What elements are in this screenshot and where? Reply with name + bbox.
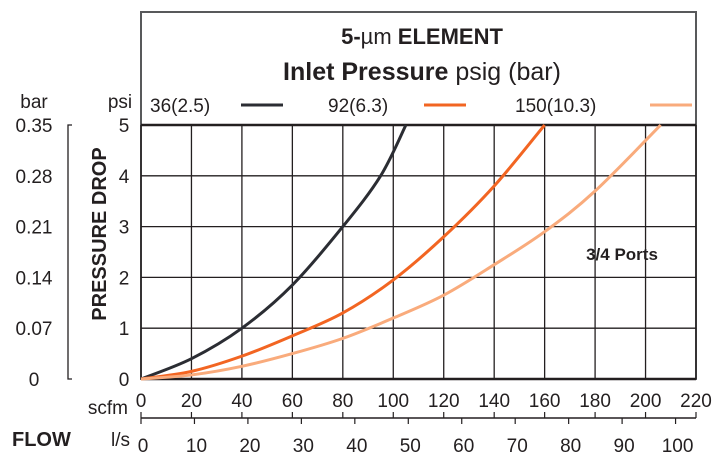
grid <box>140 123 697 381</box>
chart-title: 5-µm ELEMENT <box>341 24 503 49</box>
x-tick-label: 220 <box>680 391 712 412</box>
y-unit-label: psi <box>108 92 132 113</box>
y-axis-label: PRESSURE DROP <box>89 147 111 320</box>
x-tick-label: 140 <box>478 391 510 412</box>
y2-axis-bracket <box>67 124 72 380</box>
y2-tick-label: 0.07 <box>16 319 53 340</box>
legend: 36(2.5) 92(6.3) 150(10.3) <box>150 96 692 117</box>
y-tick-label: 2 <box>119 268 130 289</box>
y-tick-label: 4 <box>119 167 130 188</box>
chart-subtitle: Inlet Pressure psig (bar) <box>283 58 561 86</box>
axes: 0 20 40 60 80 100 120 140 160 180 200 22001234500.0… <box>16 116 712 457</box>
x2-tick-label: 20 <box>239 436 260 457</box>
y2-tick-label: 0 <box>29 370 40 391</box>
y2-tick-label: 0.35 <box>16 116 53 137</box>
legend-label: 36(2.5) <box>150 96 210 117</box>
x-tick-label: 60 <box>282 391 303 412</box>
x-tick-label: 180 <box>579 391 611 412</box>
x2-tick-label: 10 <box>186 436 207 457</box>
x-tick-label: 0 <box>136 391 147 412</box>
x2-tick-label: 40 <box>346 436 367 457</box>
x2-tick-label: 70 <box>507 436 528 457</box>
x2-tick-label: 50 <box>400 436 421 457</box>
x-tick-label: 20 <box>181 391 202 412</box>
x2-unit-label: l/s <box>111 430 130 451</box>
legend-label: 92(6.3) <box>328 96 388 117</box>
x-unit-label: scfm <box>88 398 128 419</box>
curves <box>140 123 662 381</box>
x2-tick-label: 100 <box>662 436 694 457</box>
curve-92(6.3) <box>140 124 546 381</box>
x-tick-label: 160 <box>529 391 561 412</box>
x-tick-label: 100 <box>377 391 409 412</box>
x-axis-label: FLOW <box>12 429 71 451</box>
x-tick-label: 200 <box>630 391 662 412</box>
y-tick-label: 5 <box>119 116 130 137</box>
x2-tick-label: 30 <box>293 436 314 457</box>
y-tick-label: 3 <box>119 218 130 239</box>
annotation-ports: 3/4 Ports <box>586 245 658 264</box>
y-tick-label: 0 <box>119 370 130 391</box>
x-tick-label: 40 <box>231 391 252 412</box>
y2-tick-label: 0.28 <box>16 167 53 188</box>
x-tick-label: 80 <box>332 391 353 412</box>
curve-150(10.3) <box>140 123 662 381</box>
y2-tick-label: 0.14 <box>16 268 53 289</box>
x-tick-label: 120 <box>428 391 460 412</box>
y2-unit-label: bar <box>20 92 48 113</box>
curve-36(2.5) <box>140 124 408 381</box>
x2-tick-label: 0 <box>138 436 149 457</box>
y2-tick-label: 0.21 <box>16 218 53 239</box>
legend-label: 150(10.3) <box>515 96 596 117</box>
x2-tick-label: 80 <box>560 436 581 457</box>
y-tick-label: 1 <box>119 319 130 340</box>
x2-tick-label: 60 <box>453 436 474 457</box>
x2-tick-label: 90 <box>614 436 635 457</box>
